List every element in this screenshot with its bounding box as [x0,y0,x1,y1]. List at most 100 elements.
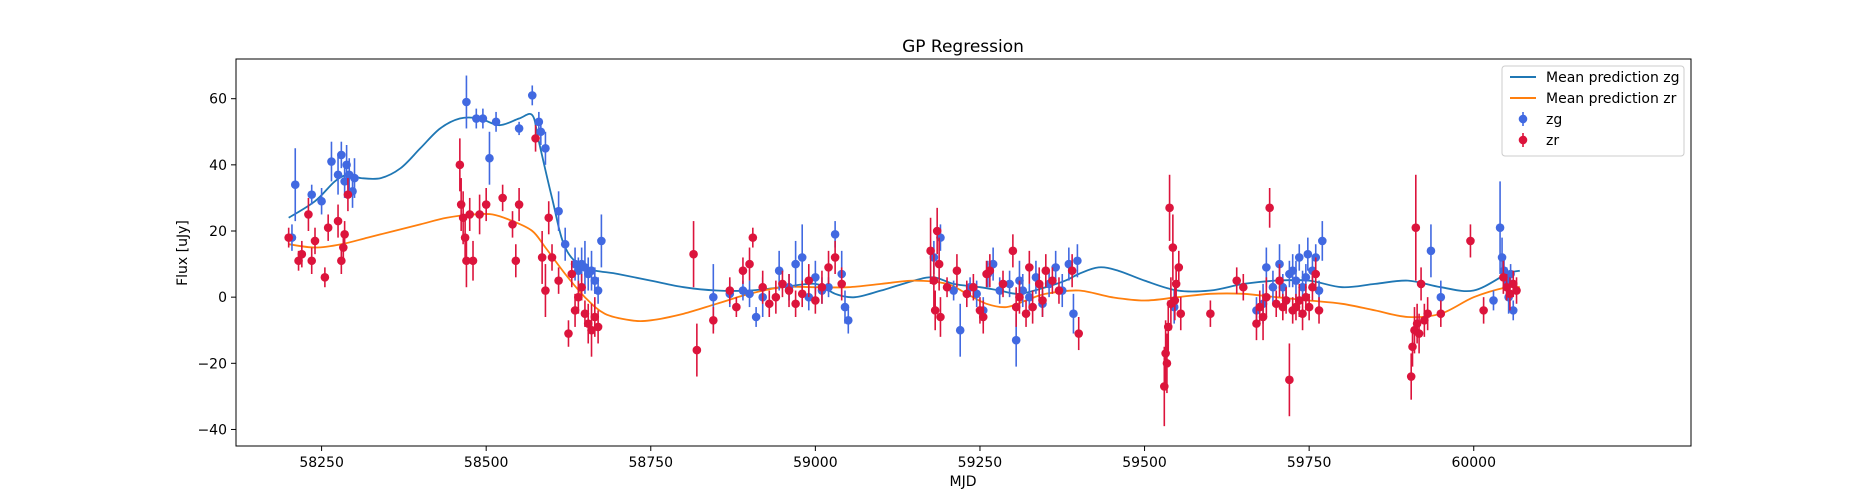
x-tick-label: 59500 [1122,455,1167,471]
zr-data-point [1314,306,1324,315]
zr-data-point [1294,296,1304,305]
zr-data-point [811,296,820,305]
zr-data-point [692,345,702,355]
zg-data-point [751,312,761,322]
x-tick-label: 60000 [1451,455,1496,471]
zr-data-point [936,312,945,322]
zg-data-point [843,316,853,325]
zg-data-point [1436,292,1446,302]
zg-data-point [840,302,850,312]
zg-data-point [590,276,600,285]
zg-data-point [1005,279,1014,289]
zr-data-point [1285,375,1294,385]
zr-data-point [998,279,1008,289]
zr-data-point [514,200,524,209]
zr-data-point [304,210,313,219]
zg-data-point [824,282,833,292]
zr-data-point [567,269,577,279]
zr-data-point [1308,282,1317,292]
zg-data-point [1073,256,1082,266]
zg-data-point [1497,253,1507,262]
y-tick-label: 40 [209,158,227,174]
zr-data-point [1291,302,1301,312]
zg-data-point [1018,286,1028,295]
zr-data-point [580,309,590,318]
zr-data-point [932,226,942,236]
zr-data-point [1414,329,1424,338]
zr-data-point [537,253,547,262]
x-axis-label: MJD [950,474,977,490]
zg-data-point [478,114,488,123]
zr-data-point [1499,273,1508,282]
zr-data-point [830,253,840,262]
zr-data-point [547,253,557,262]
zr-data-point [1278,302,1288,312]
zg-data-point [554,206,563,216]
zr-data-point [333,216,343,226]
zg-data-point [1294,253,1304,262]
zr-data-point [456,200,466,209]
zr-data-point [926,246,935,256]
chart-title: GP Regression [902,37,1024,57]
zr-data-point [1311,269,1321,279]
zr-data-point [544,213,554,223]
zr-data-point [709,316,718,325]
zr-data-point [1028,302,1037,312]
zg-data-point [570,259,580,269]
zg-data-point [491,117,501,127]
zr-data-point [1011,302,1021,312]
zr-data-point [1406,372,1416,381]
zg-data-point [1011,335,1021,345]
zg-data-point [1031,273,1041,282]
zg-data-point [472,114,481,123]
y-axis: −40 −20 0 20 40 60 [197,92,236,438]
zr-data-point [791,299,800,309]
zg-data-point [541,144,550,153]
zg-data-point [804,292,814,302]
zg-data-point [485,153,494,163]
zr-data-point [1281,296,1291,305]
observation-points [284,75,1521,427]
zg-data-point [738,286,748,295]
zr-data-point [1416,279,1426,289]
zr-data-point [837,279,847,289]
x-tick-label: 58750 [629,455,674,471]
zr-data-point [748,233,758,242]
zr-data-point [797,289,807,299]
zr-data-point [1423,309,1432,318]
zr-data-point [1301,292,1311,302]
zr-data-point [577,282,586,292]
zr-data-point [339,243,348,252]
x-tick-label: 59250 [958,455,1003,471]
zr-data-point [1034,279,1044,289]
legend-point-swatch [1518,114,1528,124]
zg-data-point [774,266,784,275]
zr-data-point [498,193,507,203]
zr-data-point [307,256,317,266]
zr-data-point [462,256,471,266]
zr-data-point [689,249,698,259]
zg-data-point [797,253,807,262]
zg-data-point [514,124,524,133]
zr-data-point [593,322,603,332]
zg-data-point [1025,292,1034,302]
zg-data-point [333,170,343,180]
zg-data-point [587,266,596,275]
zr-data-point [284,233,293,242]
legend-entry-label: zg [1546,112,1562,128]
zr-data-point [1067,266,1077,275]
zr-data-point [1025,263,1034,272]
zr-data-point [784,286,794,295]
zg-data-point [830,230,840,239]
zr-data-point [1304,302,1314,312]
zr-data-point [481,200,491,209]
legend-entry-label: Mean prediction zr [1546,91,1677,107]
zr-data-point [1168,243,1178,252]
zg-data-point [1291,276,1301,285]
zg-data-point [949,286,958,295]
zg-data-point [527,91,537,100]
zr-data-point [969,282,978,292]
zg-data-point [1064,259,1074,269]
zr-data-point [1008,246,1018,256]
plot-area-frame [235,58,1692,447]
